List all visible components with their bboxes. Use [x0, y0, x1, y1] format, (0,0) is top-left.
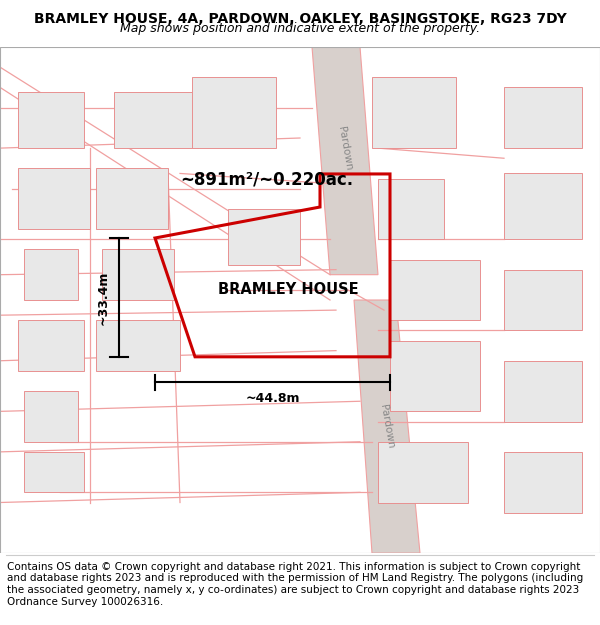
- Polygon shape: [504, 452, 582, 512]
- Polygon shape: [504, 361, 582, 421]
- Text: Map shows position and indicative extent of the property.: Map shows position and indicative extent…: [120, 22, 480, 35]
- Polygon shape: [96, 168, 168, 229]
- Text: ~44.8m: ~44.8m: [245, 392, 300, 405]
- Text: Pardown: Pardown: [336, 126, 354, 171]
- Polygon shape: [18, 168, 90, 229]
- Text: ~891m²/~0.220ac.: ~891m²/~0.220ac.: [180, 171, 353, 189]
- Polygon shape: [372, 78, 456, 148]
- Polygon shape: [378, 442, 468, 503]
- Polygon shape: [24, 391, 78, 442]
- Polygon shape: [354, 300, 420, 553]
- Polygon shape: [24, 249, 78, 300]
- Polygon shape: [390, 259, 480, 320]
- Polygon shape: [504, 173, 582, 239]
- Text: BRAMLEY HOUSE: BRAMLEY HOUSE: [218, 282, 358, 298]
- Text: Contains OS data © Crown copyright and database right 2021. This information is : Contains OS data © Crown copyright and d…: [7, 562, 583, 606]
- Polygon shape: [96, 320, 180, 371]
- Text: Pardown: Pardown: [378, 404, 396, 449]
- Polygon shape: [504, 88, 582, 148]
- Polygon shape: [192, 78, 276, 148]
- Polygon shape: [312, 47, 378, 275]
- Polygon shape: [378, 179, 444, 239]
- Polygon shape: [18, 92, 84, 148]
- Text: ~33.4m: ~33.4m: [97, 270, 110, 324]
- Polygon shape: [504, 269, 582, 331]
- Polygon shape: [390, 341, 480, 411]
- Polygon shape: [24, 452, 84, 493]
- Polygon shape: [228, 209, 300, 264]
- Polygon shape: [114, 92, 198, 148]
- Polygon shape: [102, 249, 174, 300]
- Text: BRAMLEY HOUSE, 4A, PARDOWN, OAKLEY, BASINGSTOKE, RG23 7DY: BRAMLEY HOUSE, 4A, PARDOWN, OAKLEY, BASI…: [34, 12, 566, 26]
- Polygon shape: [18, 320, 84, 371]
